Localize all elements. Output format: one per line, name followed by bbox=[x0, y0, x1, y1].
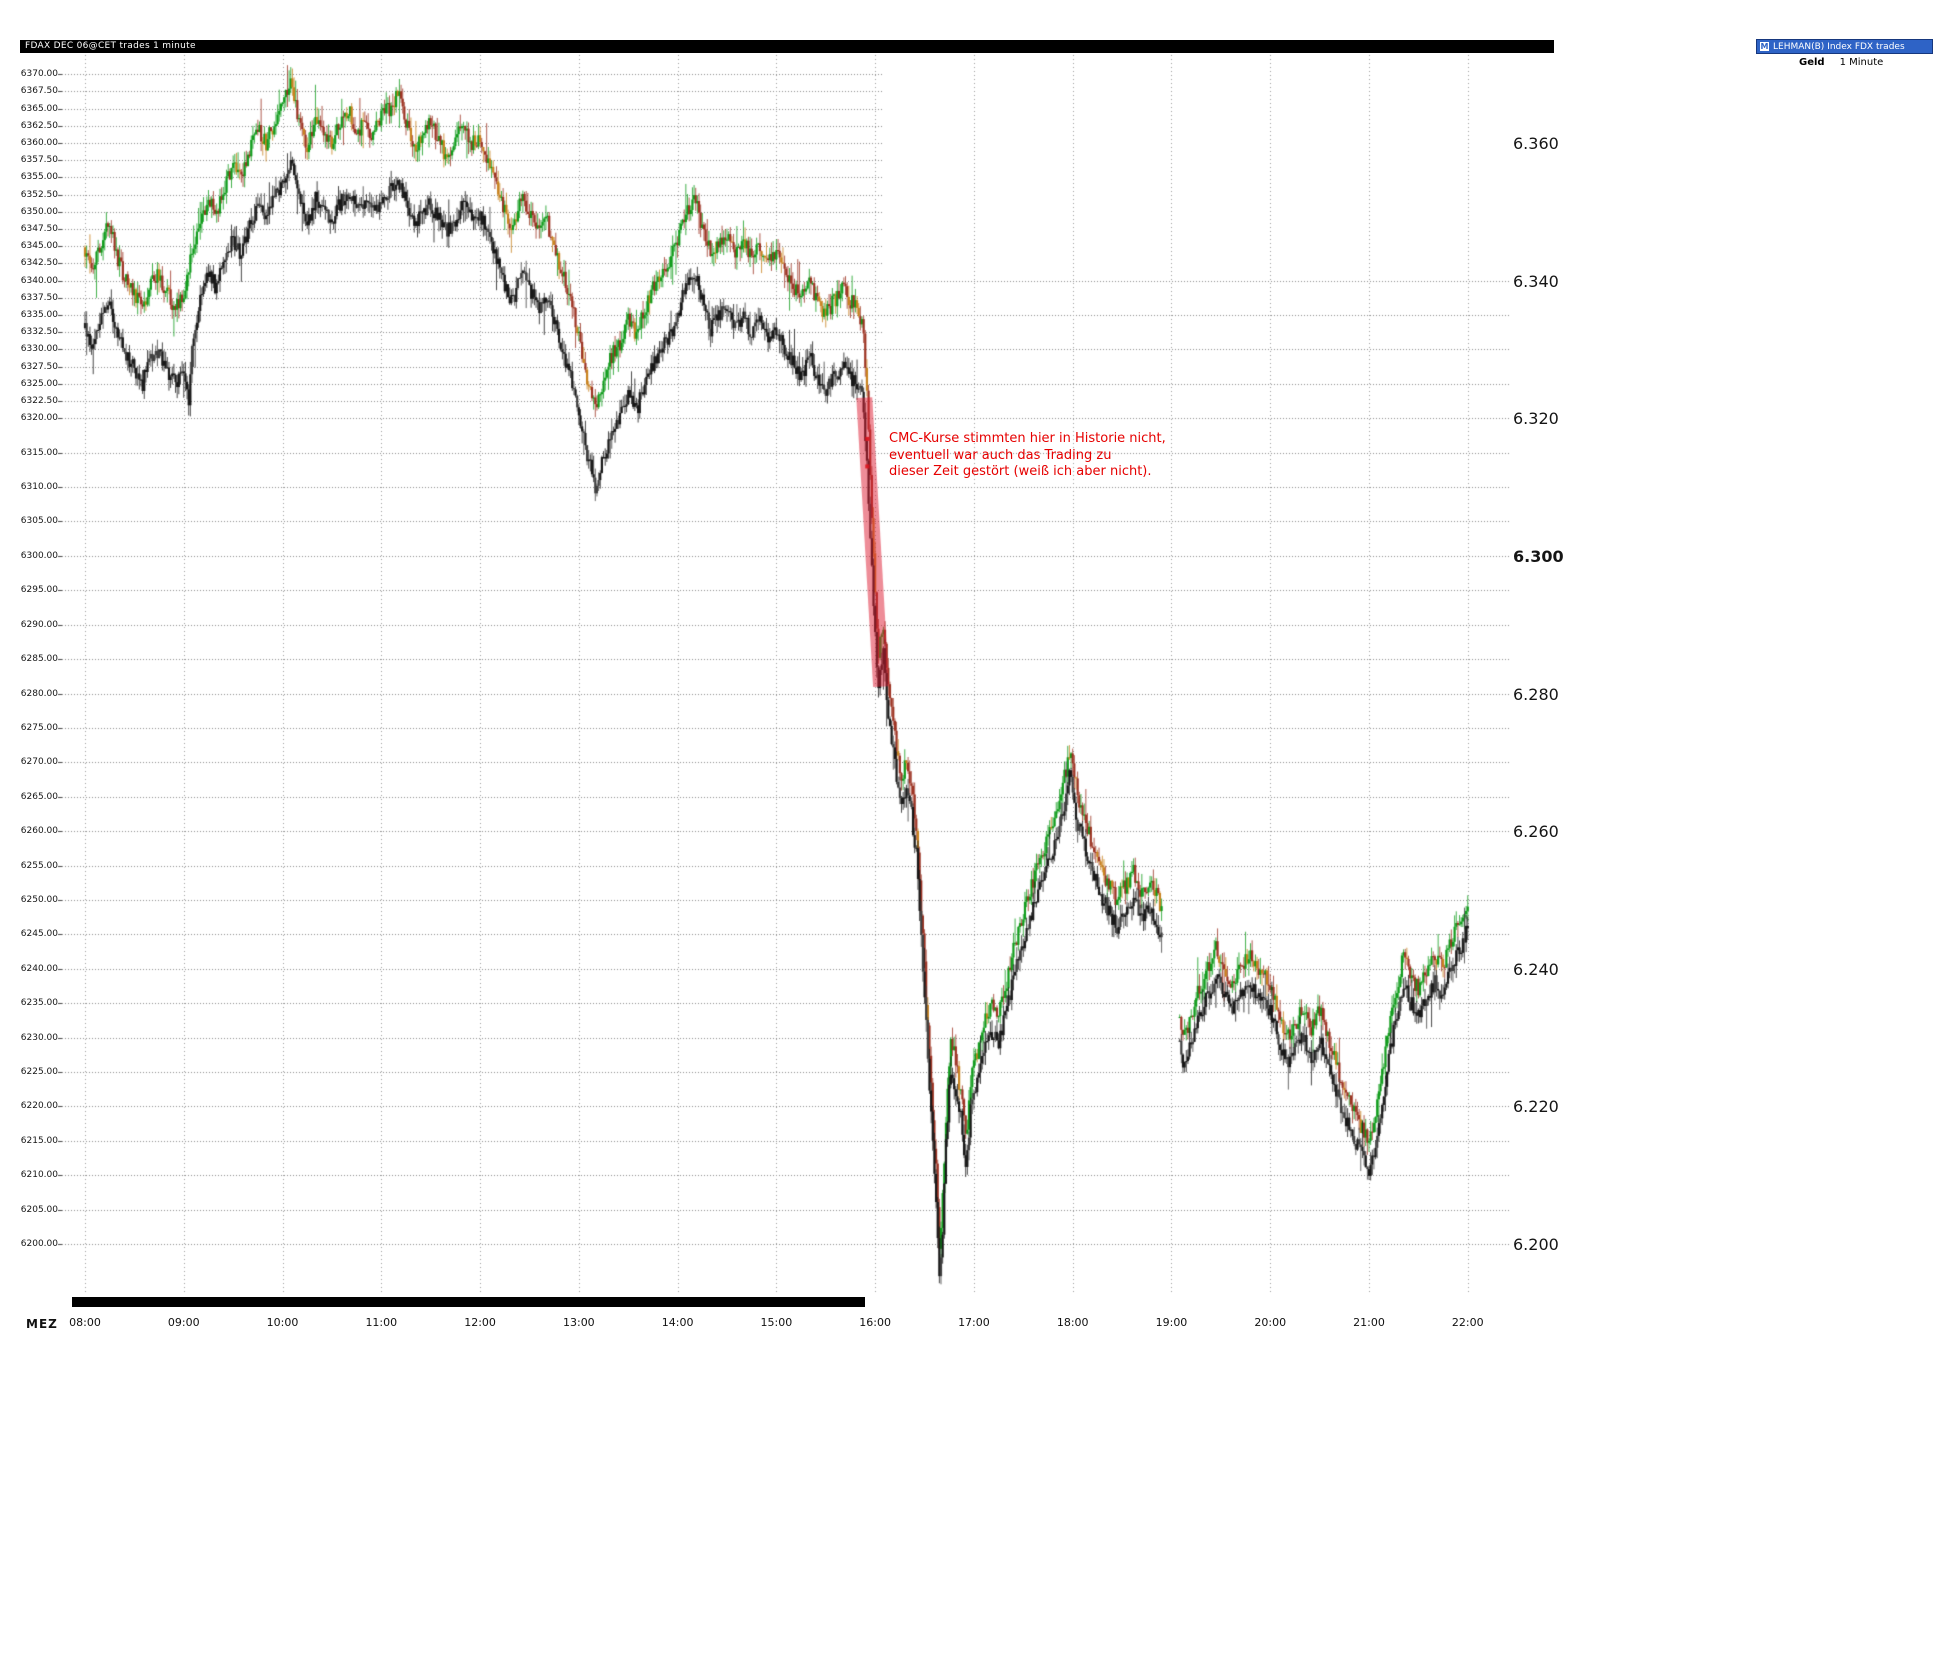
left-axis-label: 6290.00 bbox=[20, 619, 58, 630]
annotation-line: CMC-Kurse stimmten hier in Historie nich… bbox=[889, 431, 1166, 446]
time-axis-label: 08:00 bbox=[69, 1316, 101, 1329]
left-axis-label: 6225.00 bbox=[20, 1066, 58, 1077]
left-axis-label: 6335.00 bbox=[20, 310, 58, 321]
time-axis-label: 15:00 bbox=[760, 1316, 793, 1329]
left-axis-label: 6285.00 bbox=[20, 654, 58, 665]
left-axis-label: 6295.00 bbox=[20, 585, 58, 596]
right-axis-label: 6.360 bbox=[1513, 134, 1559, 153]
left-axis-label: 6215.00 bbox=[20, 1135, 58, 1146]
left-axis-label: 6345.00 bbox=[20, 241, 58, 252]
left-axis-label: 6315.00 bbox=[20, 447, 58, 458]
time-axis-label: 21:00 bbox=[1353, 1316, 1385, 1329]
left-axis-label: 6327.50 bbox=[20, 361, 58, 372]
time-axis-label: 10:00 bbox=[266, 1316, 299, 1329]
left-axis-label: 6270.00 bbox=[20, 757, 58, 768]
left-axis-label: 6235.00 bbox=[20, 998, 58, 1009]
left-axis-label: 6205.00 bbox=[20, 1204, 58, 1215]
left-axis-label: 6230.00 bbox=[20, 1032, 58, 1043]
left-axis-label: 6210.00 bbox=[20, 1170, 58, 1181]
left-axis-label: 6357.50 bbox=[20, 155, 58, 166]
left-axis-label: 6275.00 bbox=[20, 722, 58, 733]
time-axis-label: 09:00 bbox=[167, 1316, 200, 1329]
time-axis-label: 11:00 bbox=[365, 1316, 398, 1329]
left-axis-label: 6347.50 bbox=[20, 224, 58, 235]
left-axis-label: 6350.00 bbox=[20, 206, 58, 217]
left-axis-label: 6322.50 bbox=[20, 396, 58, 407]
left-axis-label: 6337.50 bbox=[20, 292, 58, 303]
left-axis-label: 6365.00 bbox=[20, 103, 58, 114]
time-axis-label: 16:00 bbox=[859, 1316, 891, 1329]
left-axis-label: 6305.00 bbox=[20, 516, 58, 527]
timezone-label: MEZ bbox=[26, 1317, 58, 1331]
time-axis-label: 19:00 bbox=[1155, 1316, 1188, 1329]
left-axis-label: 6200.00 bbox=[20, 1239, 58, 1249]
left-axis-label: 6355.00 bbox=[20, 172, 58, 183]
right-axis-label: 6.220 bbox=[1513, 1097, 1559, 1117]
left-axis-label: 6367.50 bbox=[20, 86, 58, 97]
left-axis-label: 6300.00 bbox=[20, 550, 58, 561]
left-axis-label: 6310.00 bbox=[20, 482, 58, 493]
left-axis-label: 6245.00 bbox=[20, 929, 58, 940]
left-axis-label: 6330.00 bbox=[20, 344, 58, 355]
right-axis-label: 6.320 bbox=[1513, 409, 1559, 429]
time-axis-label: 14:00 bbox=[661, 1316, 694, 1329]
right-axis-label: 6.300 bbox=[1513, 546, 1564, 566]
right-axis-label: 6.260 bbox=[1513, 822, 1559, 842]
time-axis-label: 17:00 bbox=[958, 1316, 990, 1329]
time-axis-label: 22:00 bbox=[1451, 1316, 1484, 1329]
left-axis-label: 6352.50 bbox=[20, 189, 58, 200]
left-axis-label: 6340.00 bbox=[20, 275, 58, 286]
time-axis-label: 12:00 bbox=[464, 1316, 496, 1329]
left-axis-label: 6265.00 bbox=[20, 791, 58, 802]
left-axis-label: 6280.00 bbox=[20, 688, 58, 699]
annotation-note: CMC-Kurse stimmten hier in Historie nich… bbox=[889, 431, 1166, 481]
annotation-line: eventuell war auch das Trading zu bbox=[889, 447, 1112, 463]
time-axis-label: 13:00 bbox=[562, 1316, 595, 1329]
right-axis-label: 6.280 bbox=[1513, 684, 1559, 704]
left-axis-label: 6260.00 bbox=[20, 826, 58, 837]
left-axis-label: 6250.00 bbox=[20, 894, 58, 905]
right-axis-label: 6.240 bbox=[1513, 959, 1559, 979]
left-axis-label: 6320.00 bbox=[20, 413, 58, 424]
time-axis-label: 18:00 bbox=[1056, 1316, 1089, 1329]
left-axis-label: 6332.50 bbox=[20, 327, 58, 338]
right-axis-label: 6.340 bbox=[1513, 271, 1559, 291]
left-axis-label: 6220.00 bbox=[20, 1101, 58, 1112]
left-axis-label: 6342.50 bbox=[20, 258, 58, 269]
left-axis-label: 6255.00 bbox=[20, 860, 58, 871]
left-axis-label: 6370.00 bbox=[20, 69, 58, 80]
session-bar bbox=[72, 1297, 866, 1307]
right-axis-label: 6.200 bbox=[1513, 1235, 1559, 1254]
time-axis-label: 20:00 bbox=[1254, 1316, 1287, 1329]
left-axis-label: 6362.50 bbox=[20, 120, 58, 131]
annotation-line: dieser Zeit gestört (weiß ich aber nicht… bbox=[889, 464, 1152, 479]
left-axis-label: 6360.00 bbox=[20, 138, 58, 148]
left-axis-label: 6325.00 bbox=[20, 378, 58, 389]
left-axis-label: 6240.00 bbox=[20, 963, 58, 974]
